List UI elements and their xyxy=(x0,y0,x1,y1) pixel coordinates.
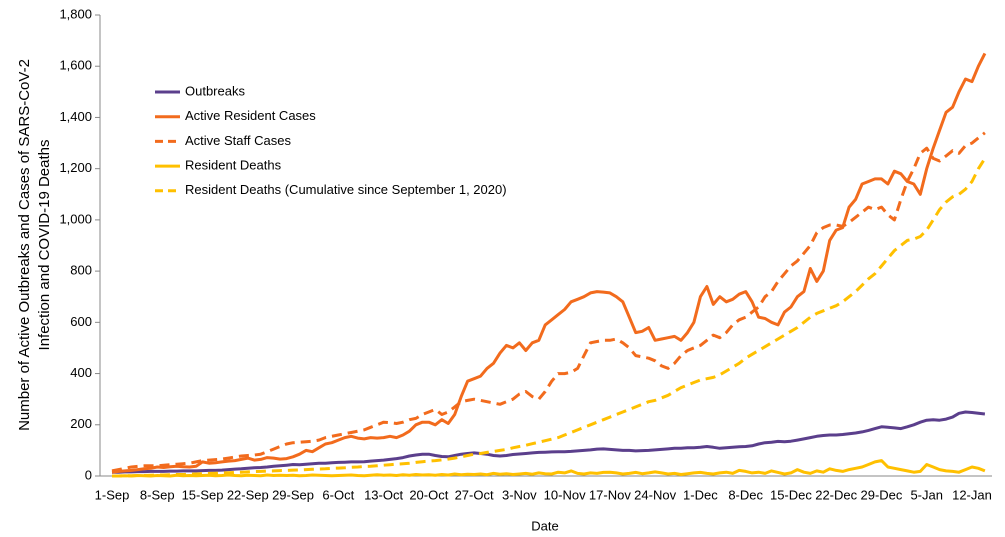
x-tick-label: 24-Nov xyxy=(634,487,676,502)
series-line xyxy=(111,52,987,474)
x-tick-label: 20-Oct xyxy=(409,487,448,502)
x-tick-label: 1-Dec xyxy=(683,487,718,502)
y-axis-label: Infection and COVID-19 Deaths xyxy=(36,140,53,351)
y-tick-label: 200 xyxy=(70,416,92,431)
x-axis-label: Date xyxy=(531,518,558,533)
x-tick-label: 3-Nov xyxy=(502,487,537,502)
series-line xyxy=(112,410,986,474)
x-tick-label: 27-Oct xyxy=(455,487,494,502)
x-tick-label: 8-Sep xyxy=(140,487,175,502)
legend-label: Resident Deaths (Cumulative since Septem… xyxy=(185,182,507,197)
y-tick-label: 600 xyxy=(70,314,92,329)
x-tick-label: 5-Jan xyxy=(910,487,943,502)
x-tick-label: 12-Jan xyxy=(952,487,992,502)
x-tick-label: 1-Sep xyxy=(95,487,130,502)
y-tick-label: 1,200 xyxy=(59,160,92,175)
x-tick-label: 22-Dec xyxy=(815,487,857,502)
series-line xyxy=(112,157,987,478)
x-tick-label: 15-Sep xyxy=(182,487,224,502)
y-axis-label: Number of Active Outbreaks and Cases of … xyxy=(16,59,33,431)
y-tick-label: 1,600 xyxy=(59,58,92,73)
x-tick-label: 22-Sep xyxy=(227,487,269,502)
legend-label: Outbreaks xyxy=(185,83,245,98)
x-tick-label: 17-Nov xyxy=(589,487,631,502)
series-line xyxy=(112,459,986,478)
x-tick-label: 8-Dec xyxy=(728,487,763,502)
y-tick-label: 1,800 xyxy=(59,6,92,21)
x-tick-label: 10-Nov xyxy=(544,487,586,502)
x-tick-label: 29-Dec xyxy=(860,487,902,502)
series-line xyxy=(111,131,986,473)
y-tick-label: 0 xyxy=(85,467,92,482)
x-tick-label: 13-Oct xyxy=(364,487,403,502)
y-tick-label: 800 xyxy=(70,263,92,278)
x-tick-label: 6-Oct xyxy=(322,487,354,502)
x-tick-label: 29-Sep xyxy=(272,487,314,502)
legend-label: Active Staff Cases xyxy=(185,133,291,148)
y-tick-label: 400 xyxy=(70,365,92,380)
x-tick-label: 15-Dec xyxy=(770,487,812,502)
y-tick-label: 1,000 xyxy=(59,211,92,226)
legend-label: Active Resident Cases xyxy=(185,108,316,123)
legend-label: Resident Deaths xyxy=(185,158,282,173)
y-tick-label: 1,400 xyxy=(59,109,92,124)
